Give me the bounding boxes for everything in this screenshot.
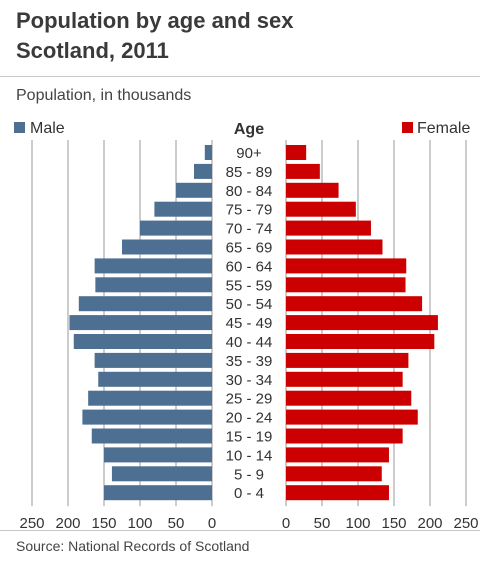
bar-male: [140, 220, 212, 236]
age-group-label: 20 - 24: [226, 410, 273, 427]
age-group-label: 55 - 59: [226, 277, 273, 294]
chart-subtitle: Population, in thousands: [16, 87, 192, 104]
bar-male: [154, 201, 212, 217]
tick-label-male: 200: [55, 515, 80, 530]
bar-female: [286, 182, 339, 198]
header-divider: [0, 76, 480, 77]
bar-female: [286, 201, 356, 217]
source-note: Source: National Records of Scotland: [16, 538, 250, 554]
tick-label-female: 50: [314, 515, 331, 530]
bar-female: [286, 447, 389, 463]
title-line-1: Population by age and sex: [16, 8, 294, 33]
age-group-label: 50 - 54: [226, 296, 273, 313]
bar-female: [286, 371, 403, 387]
age-group-label: 45 - 49: [226, 315, 273, 332]
age-group-label: 60 - 64: [226, 258, 273, 275]
bar-female: [286, 315, 438, 331]
tick-label-male: 0: [208, 515, 216, 530]
bar-male: [95, 277, 212, 293]
bar-female: [286, 409, 418, 425]
bar-female: [286, 220, 371, 236]
bar-male: [78, 296, 212, 312]
bar-female: [286, 466, 382, 482]
bar-female: [286, 334, 435, 349]
tick-label-female: 250: [453, 515, 478, 530]
tick-label-female: 200: [417, 515, 442, 530]
age-axis-title: Age: [234, 121, 264, 138]
tick-label-female: 150: [381, 515, 406, 530]
age-group-label: 85 - 89: [226, 164, 273, 181]
age-group-label: 15 - 19: [226, 429, 273, 446]
footer-divider: [0, 530, 480, 531]
age-group-label: 5 - 9: [234, 466, 264, 483]
bar-male: [88, 390, 212, 406]
bar-male: [194, 163, 212, 179]
tick-label-female: 100: [345, 515, 370, 530]
bar-male: [94, 352, 212, 368]
bar-male: [204, 145, 212, 160]
age-group-label: 75 - 79: [226, 202, 273, 219]
age-group-label: 90+: [236, 145, 262, 162]
legend-label-male: Male: [30, 120, 65, 137]
age-group-label: 25 - 29: [226, 391, 273, 408]
bar-male: [91, 428, 212, 444]
tick-label-male: 250: [19, 515, 44, 530]
population-pyramid-chart: Male Female Age 90+ 85 - 89 80 - 84 75 - 79 70 …: [14, 120, 479, 530]
bar-male: [104, 447, 212, 463]
tick-label-female: 0: [282, 515, 290, 530]
bar-male: [94, 258, 212, 274]
bar-female: [286, 352, 409, 368]
bar-female: [286, 163, 320, 179]
bar-female: [286, 145, 307, 160]
age-group-label: 10 - 14: [226, 447, 273, 464]
age-group-label: 0 - 4: [234, 485, 264, 502]
legend-swatch-male: [14, 122, 25, 133]
age-group-label: 40 - 44: [226, 334, 273, 351]
tick-label-male: 100: [127, 515, 152, 530]
legend-swatch-female: [402, 122, 413, 133]
bar-male: [122, 239, 212, 255]
age-group-label: 65 - 69: [226, 240, 273, 257]
bar-male: [176, 182, 212, 198]
bar-male: [82, 409, 213, 425]
legend-label-female: Female: [417, 120, 470, 137]
bar-female: [286, 239, 383, 255]
bar-female: [286, 258, 407, 274]
bar-male: [73, 334, 212, 349]
tick-label-male: 150: [91, 515, 116, 530]
bar-female: [286, 428, 403, 444]
age-group-label: 80 - 84: [226, 183, 273, 200]
tick-label-male: 50: [168, 515, 185, 530]
age-group-label: 70 - 74: [226, 221, 273, 238]
bar-male: [104, 485, 212, 501]
bar-male: [98, 371, 212, 387]
bar-female: [286, 277, 406, 293]
chart-title: Population by age and sex Scotland, 2011: [16, 6, 472, 66]
bar-male: [111, 466, 212, 482]
age-group-label: 30 - 34: [226, 372, 273, 389]
bar-female: [286, 390, 412, 406]
bar-male: [69, 315, 212, 331]
bar-female: [286, 296, 423, 312]
bar-female: [286, 485, 389, 501]
title-line-2: Scotland, 2011: [16, 38, 169, 63]
age-group-label: 35 - 39: [226, 353, 273, 370]
